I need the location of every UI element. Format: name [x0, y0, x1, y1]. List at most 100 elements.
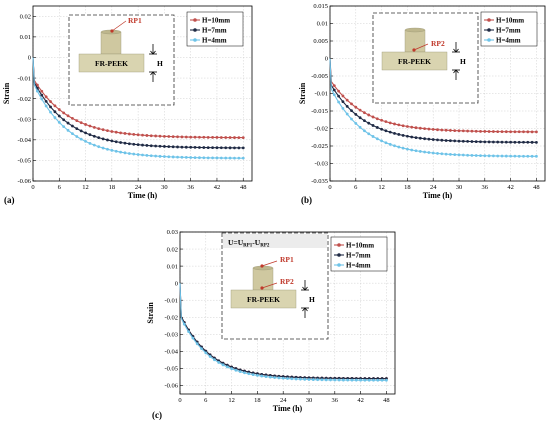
data-point	[526, 130, 530, 134]
y-tick-label: -0.03	[17, 116, 31, 123]
data-point	[513, 130, 517, 134]
data-point	[479, 154, 482, 158]
data-point	[119, 131, 122, 135]
x-tick-label: 0	[31, 184, 34, 191]
x-tick-label: 42	[357, 397, 364, 404]
fr-peek-label: FR-PEEK	[247, 295, 280, 304]
data-point	[384, 120, 388, 124]
y-tick-label: -0.015	[311, 108, 328, 115]
data-point	[418, 150, 422, 153]
data-point	[440, 128, 444, 132]
data-point	[375, 117, 379, 121]
data-point	[372, 378, 375, 382]
data-point	[195, 342, 199, 346]
x-axis-label: Time (h)	[128, 191, 158, 200]
x-tick-label: 30	[456, 184, 463, 191]
y-tick-label: -0.01	[164, 297, 178, 304]
data-point	[342, 378, 345, 382]
legend-swatch-marker	[337, 263, 341, 267]
data-point	[163, 134, 166, 138]
data-point	[492, 154, 495, 158]
y-axis-label: Strain	[298, 82, 307, 104]
data-point	[219, 136, 223, 139]
data-point	[193, 135, 197, 139]
data-point	[264, 375, 268, 379]
data-point	[260, 374, 264, 378]
data-point	[376, 378, 380, 382]
data-point	[474, 129, 478, 133]
data-point	[337, 100, 340, 104]
data-point	[92, 143, 96, 147]
data-point	[221, 363, 225, 367]
legend-entry: H=4mm	[346, 262, 371, 270]
data-point	[97, 145, 101, 149]
data-point	[294, 377, 298, 381]
formula-part: RP1	[243, 244, 253, 249]
data-point	[517, 154, 521, 158]
data-point	[136, 153, 140, 156]
y-tick-label: -0.05	[17, 158, 31, 165]
data-point	[237, 156, 241, 160]
data-point	[198, 156, 201, 160]
data-point	[163, 155, 166, 158]
abutment-cylinder	[252, 267, 274, 291]
rp-point	[260, 286, 264, 290]
data-point	[526, 140, 530, 144]
y-tick-label: -0.025	[311, 143, 328, 150]
data-point	[397, 123, 401, 127]
data-point	[106, 147, 109, 151]
data-point	[410, 148, 414, 152]
data-point	[363, 129, 366, 133]
data-point	[40, 93, 44, 97]
data-point	[123, 141, 127, 145]
x-tick-label: 6	[58, 184, 62, 191]
data-point	[427, 137, 431, 141]
data-point	[277, 376, 281, 380]
data-point	[431, 127, 435, 131]
data-point	[167, 145, 171, 149]
data-point	[184, 135, 188, 139]
data-point	[145, 144, 149, 147]
legend-swatch-marker	[193, 38, 197, 42]
data-point	[241, 136, 245, 140]
data-point	[500, 154, 504, 158]
data-point	[457, 129, 461, 133]
data-point	[461, 153, 465, 157]
data-point	[367, 113, 371, 117]
data-point	[423, 137, 426, 141]
data-point	[299, 377, 302, 381]
data-point	[180, 145, 184, 149]
data-point	[233, 156, 236, 160]
data-point	[84, 131, 87, 135]
data-point	[92, 134, 96, 138]
data-point	[53, 104, 57, 108]
data-point	[110, 148, 114, 152]
data-point	[97, 127, 101, 131]
data-point	[158, 144, 162, 148]
x-axis-label: Time (h)	[423, 191, 453, 200]
data-point	[66, 114, 70, 118]
data-point	[224, 146, 228, 150]
data-point	[333, 378, 337, 382]
data-point	[84, 123, 87, 126]
data-point	[247, 372, 251, 376]
y-tick-label: 0	[325, 56, 328, 63]
legend-entry: H=10mm	[202, 17, 230, 25]
chart-panel-1: 0 6 12 18 24 30 36 42 48 -0.06 -0.05 -0.04 -0.03 -0.0…	[2, 5, 253, 205]
data-point	[397, 133, 401, 136]
rp-leader	[111, 20, 127, 32]
data-point	[71, 132, 74, 136]
data-point	[189, 135, 193, 139]
data-point	[62, 118, 66, 122]
y-tick-label: 0.015	[313, 3, 328, 10]
y-tick-label: 0.02	[20, 13, 31, 20]
data-point	[290, 377, 294, 381]
data-point	[363, 111, 366, 115]
data-point	[66, 121, 70, 125]
data-point	[414, 149, 418, 153]
x-tick-label: 24	[430, 184, 437, 191]
data-point	[522, 130, 525, 134]
legend-swatch-marker	[337, 253, 341, 257]
data-point	[215, 156, 219, 160]
data-point	[219, 156, 223, 160]
